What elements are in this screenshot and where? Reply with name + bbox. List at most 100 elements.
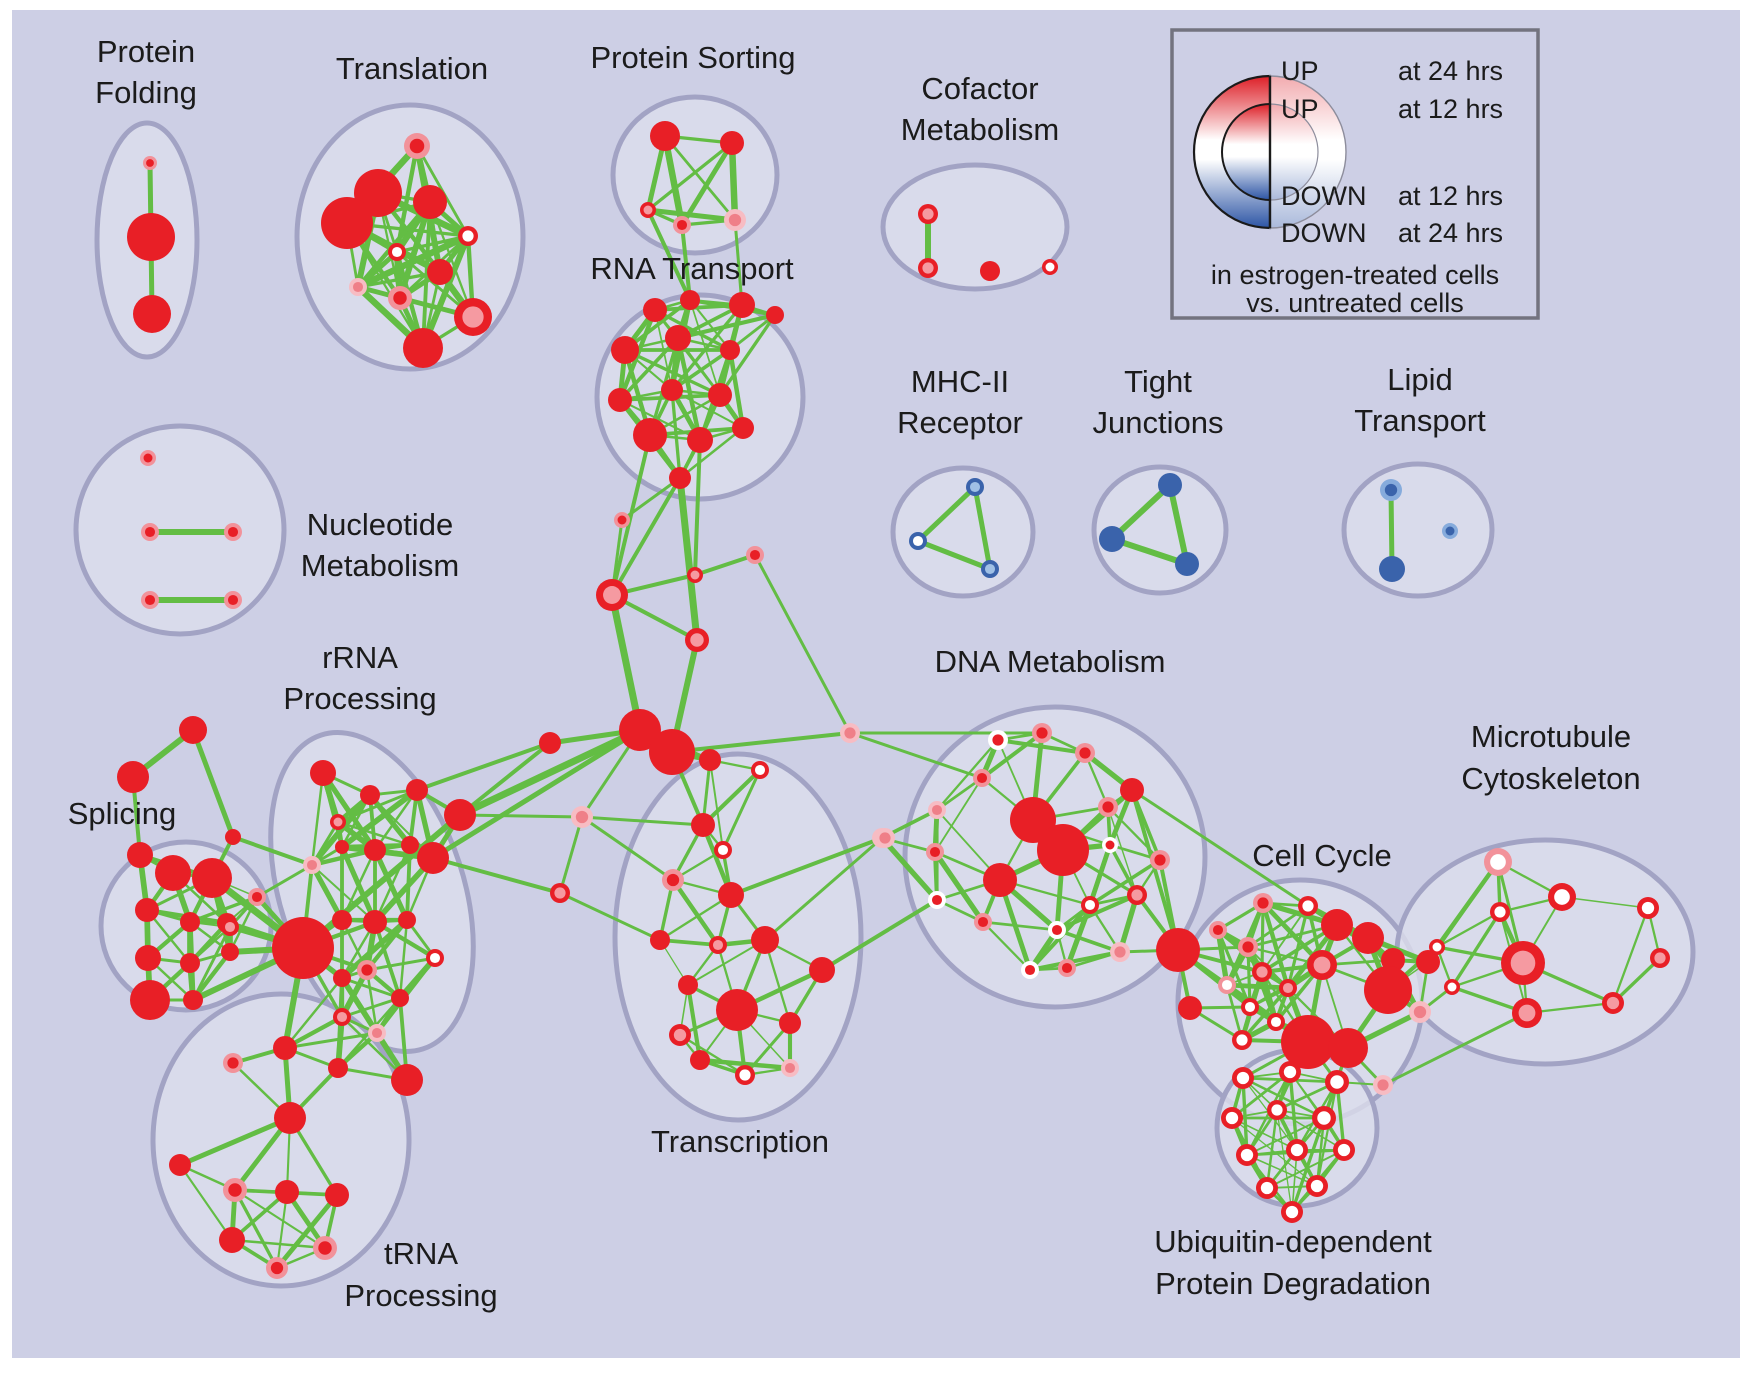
network-node xyxy=(678,975,698,995)
cluster-lipid-transport-label: Lipid xyxy=(1387,362,1453,397)
network-node xyxy=(427,259,453,285)
network-edge xyxy=(693,438,702,577)
network-edge xyxy=(679,140,735,228)
network-edge xyxy=(356,270,442,289)
cluster-protein-sorting-label: Protein Sorting xyxy=(590,40,795,75)
cluster-dna-metabolism-label: DNA Metabolism xyxy=(935,644,1166,679)
network-node-core xyxy=(1257,897,1269,909)
legend-footer: vs. untreated cells xyxy=(1246,288,1464,318)
legend-entry-time: at 24 hrs xyxy=(1398,56,1503,86)
network-node xyxy=(221,943,239,961)
network-node-core xyxy=(690,570,700,580)
legend-glyph-inner-left xyxy=(1221,102,1271,202)
network-node xyxy=(444,799,476,831)
network-node-core xyxy=(1490,854,1506,870)
network-edge xyxy=(733,218,744,307)
network-edge xyxy=(646,208,692,302)
network-node xyxy=(180,953,200,973)
network-node xyxy=(1381,948,1405,972)
network-edge xyxy=(763,836,884,942)
network-edge xyxy=(558,815,584,895)
cluster-lipid-transport-bubble xyxy=(1341,461,1495,599)
network-edge xyxy=(709,759,724,851)
cluster-protein-folding-label: Protein xyxy=(97,34,195,69)
network-node xyxy=(406,779,428,801)
network-edge xyxy=(190,727,236,840)
cluster-lipid-transport-label: Transport xyxy=(1354,403,1486,438)
network-node-core xyxy=(1240,1148,1254,1162)
network-node xyxy=(983,863,1017,897)
legend: UP at 24 hrs UP at 12 hrs DOWN at 12 hrs DOWN a… xyxy=(1170,28,1540,320)
network-edge xyxy=(1611,906,1650,1005)
network-edge xyxy=(1055,928,1122,954)
network-node xyxy=(1010,797,1056,843)
network-edge xyxy=(1288,1070,1299,1152)
network-edge xyxy=(820,898,939,972)
network-edge xyxy=(580,815,675,882)
network-edge xyxy=(1231,1117,1298,1151)
network-edge xyxy=(687,939,766,986)
network-node xyxy=(1158,473,1182,497)
network-edge xyxy=(1435,910,1502,949)
network-node-core xyxy=(270,1261,284,1275)
network-node xyxy=(1175,552,1199,576)
cluster-ubiquitin-degradation-label: Ubiquitin-dependent xyxy=(1154,1224,1432,1259)
cluster-cell-cycle-label: Cell Cycle xyxy=(1252,838,1392,873)
network-edge xyxy=(718,313,777,397)
network-edge xyxy=(935,738,1000,812)
network-edge xyxy=(1027,949,1123,973)
network-node-core xyxy=(728,213,742,227)
network-node-core xyxy=(1310,1179,1324,1193)
network-edge xyxy=(340,996,402,1019)
network-node xyxy=(650,930,670,950)
network-node-core xyxy=(1317,1111,1331,1125)
network-edge xyxy=(663,134,737,222)
network-edge xyxy=(675,335,703,443)
network-node-core xyxy=(1510,950,1536,976)
network-node xyxy=(779,1012,801,1034)
network-node xyxy=(611,336,639,364)
network-node-core xyxy=(1337,1143,1351,1157)
network-node-core xyxy=(1212,924,1224,936)
cluster-mhc-ii-receptor-label: Receptor xyxy=(897,405,1023,440)
network-edge xyxy=(610,593,699,642)
network-edge xyxy=(339,917,410,981)
network-edge xyxy=(1265,1108,1279,1190)
network-node xyxy=(665,325,691,351)
network-node-core xyxy=(352,281,364,293)
network-node xyxy=(310,760,336,786)
network-edge xyxy=(675,312,778,341)
network-node-core xyxy=(666,873,680,887)
network-node-core xyxy=(1270,1016,1282,1028)
network-node-core xyxy=(717,844,729,856)
network-node xyxy=(633,418,667,452)
network-edge xyxy=(231,835,314,867)
cluster-splicing-label: Splicing xyxy=(68,796,177,831)
network-node-core xyxy=(1225,1111,1239,1125)
network-node-core xyxy=(227,526,239,538)
network-edge xyxy=(309,862,345,923)
network-edge xyxy=(233,1188,327,1250)
network-node-core xyxy=(1024,964,1036,976)
network-edge xyxy=(191,925,232,1002)
network-node-core xyxy=(361,964,373,976)
network-edge xyxy=(727,347,746,431)
network-node-core xyxy=(1256,966,1268,978)
network-edge xyxy=(729,836,884,897)
network-edge xyxy=(1130,788,1180,952)
network-edge xyxy=(763,938,792,1025)
network-node-core xyxy=(306,859,318,871)
network-node-core xyxy=(844,727,856,739)
cluster-nucleotide-metabolism-label: Metabolism xyxy=(301,548,460,583)
network-node-core xyxy=(1384,483,1398,497)
cluster-rrna-processing-label: Processing xyxy=(283,681,436,716)
network-edge xyxy=(1216,928,1252,1009)
network-node xyxy=(732,417,754,439)
network-edge xyxy=(935,776,984,812)
network-edge xyxy=(283,976,344,1050)
network-node-core xyxy=(676,219,688,231)
cluster-tight-junctions-label: Junctions xyxy=(1093,405,1224,440)
network-edge xyxy=(1088,858,1162,907)
network-edge xyxy=(721,768,762,852)
network-edge xyxy=(1290,1116,1326,1214)
